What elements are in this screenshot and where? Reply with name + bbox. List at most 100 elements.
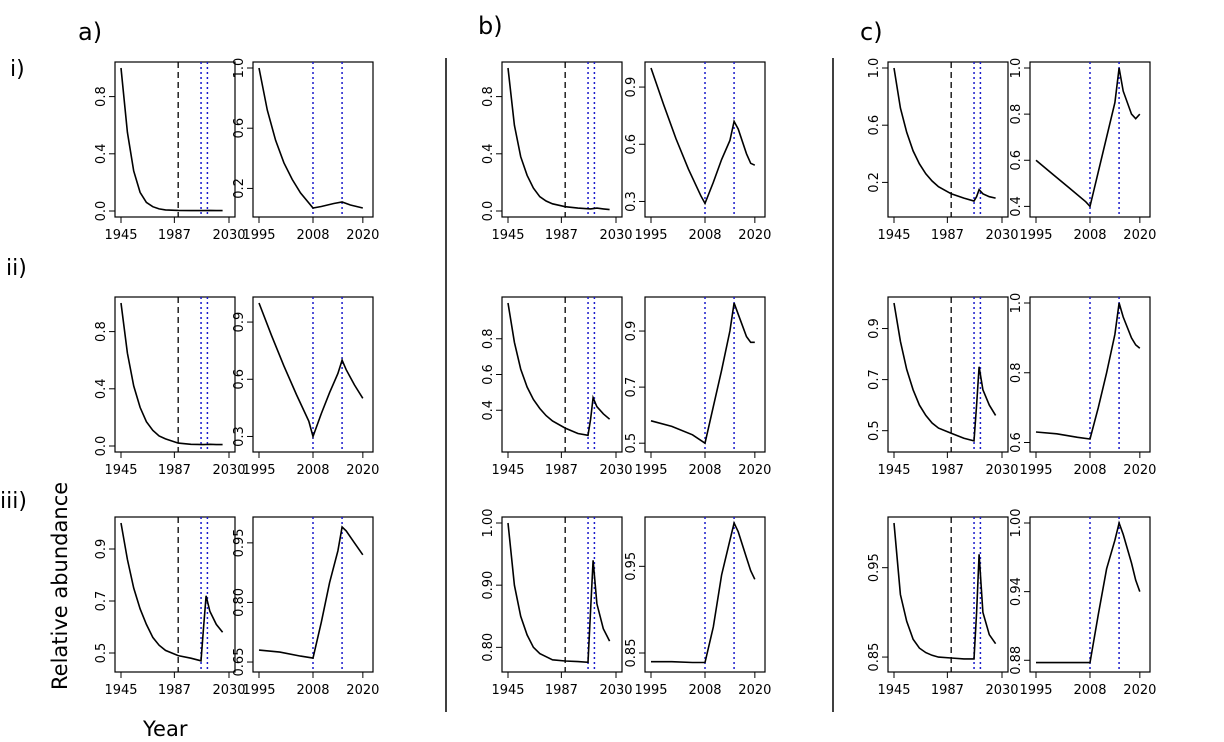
column-label-c: c) [860, 18, 883, 46]
x-tick-label: 1945 [491, 228, 524, 243]
x-tick-label: 1995 [634, 228, 667, 243]
series-line [1035, 67, 1141, 209]
y-tick-label: 0.6 [1009, 150, 1024, 171]
y-tick-label: 0.9 [94, 539, 109, 560]
y-axis-title: Relative abundance [48, 482, 72, 690]
x-tick-label: 1945 [104, 463, 137, 478]
x-tick-label: 2030 [985, 683, 1018, 698]
series-line [120, 302, 223, 446]
series-line [893, 302, 997, 442]
series-line [893, 67, 996, 202]
y-tick-label: 0.8 [1009, 362, 1024, 383]
x-tick-label: 1945 [877, 463, 910, 478]
panel-a-iii-long: 1945 1987 2030 0.5 0.7 0.9 [94, 516, 246, 698]
x-tick-label: 1945 [877, 228, 910, 243]
panel-frame [501, 61, 623, 218]
y-tick-label: 0.3 [232, 426, 247, 447]
column-label-a: a) [78, 18, 102, 46]
x-tick-label: 1987 [931, 683, 964, 698]
x-tick-label: 2030 [599, 228, 632, 243]
y-tick-label: 0.8 [481, 86, 496, 107]
series-line [507, 302, 611, 437]
panel-b-ii-long: 1945 1987 2030 0.4 0.6 0.8 [481, 296, 633, 478]
y-tick-label: 0.80 [481, 633, 496, 662]
x-tick-label: 2030 [599, 463, 632, 478]
y-tick-label: 0.9 [624, 321, 639, 342]
y-tick-label: 0.7 [94, 591, 109, 612]
row-label-iii: iii) [0, 489, 27, 514]
x-tick-label: 1945 [491, 683, 524, 698]
x-tick-label: 2008 [1073, 463, 1106, 478]
y-tick-label: 0.6 [481, 364, 496, 385]
x-axis-title: Year [142, 717, 188, 741]
y-tick-label: 0.95 [867, 553, 882, 582]
series-line [507, 67, 610, 211]
x-tick-label: 2008 [296, 463, 329, 478]
y-tick-label: 0.4 [1009, 196, 1024, 217]
x-tick-label: 1987 [545, 463, 578, 478]
y-tick-label: 0.4 [481, 143, 496, 164]
x-tick-label: 1945 [491, 463, 524, 478]
y-tick-label: 1.0 [232, 58, 247, 79]
panel-frame [114, 516, 236, 673]
y-tick-label: 0.0 [94, 201, 109, 222]
y-tick-label: 1.00 [481, 509, 496, 538]
series-line [650, 302, 755, 445]
series-line [651, 520, 756, 664]
y-tick-label: 1.0 [867, 58, 882, 79]
y-tick-label: 0.8 [1009, 104, 1024, 125]
x-tick-label: 1987 [158, 228, 191, 243]
panel-a-i-short: 1995 2008 2020 0.2 0.6 1.0 [232, 58, 379, 243]
x-tick-label: 2030 [212, 228, 245, 243]
panel-a-ii-short: 1995 2008 2020 0.3 0.6 0.9 [232, 296, 379, 478]
row-label-i: i) [10, 57, 25, 82]
x-tick-label: 1987 [931, 463, 964, 478]
y-tick-label: 0.85 [867, 643, 882, 672]
panel-frame [501, 296, 623, 453]
x-tick-label: 1995 [634, 683, 667, 698]
x-tick-label: 1987 [545, 228, 578, 243]
panel-c-i-long: 1945 1987 2030 0.2 0.6 1.0 [867, 58, 1019, 243]
x-tick-label: 2020 [1123, 463, 1156, 478]
panel-c-i-short: 1995 2008 2020 0.4 0.6 0.8 1.0 [1009, 58, 1156, 243]
x-tick-label: 1945 [104, 683, 137, 698]
panel-b-i-short: 1995 2008 2020 0.3 0.6 0.9 [624, 61, 771, 243]
y-tick-label: 0.9 [867, 318, 882, 339]
y-tick-label: 0.0 [481, 201, 496, 222]
x-tick-label: 2008 [1073, 683, 1106, 698]
x-tick-label: 1987 [158, 463, 191, 478]
x-tick-label: 1995 [242, 228, 275, 243]
x-tick-label: 1945 [104, 228, 137, 243]
y-tick-label: 0.8 [481, 328, 496, 349]
panel-frame [114, 61, 236, 218]
panel-c-ii-short: 1995 2008 2020 0.6 0.8 1.0 [1009, 293, 1156, 478]
x-tick-label: 1995 [1019, 463, 1052, 478]
series-line [1035, 302, 1141, 440]
x-tick-label: 1987 [545, 683, 578, 698]
x-tick-label: 1995 [634, 463, 667, 478]
series-line [120, 522, 224, 662]
y-tick-label: 0.95 [624, 552, 639, 581]
x-tick-label: 2020 [738, 228, 771, 243]
x-tick-label: 1995 [1019, 228, 1052, 243]
series-line [258, 525, 364, 660]
y-tick-label: 0.6 [232, 118, 247, 139]
x-tick-label: 2008 [688, 228, 721, 243]
panel-c-iii-long: 1945 1987 2030 0.85 0.95 [867, 516, 1019, 698]
y-tick-label: 0.2 [867, 172, 882, 193]
y-tick-label: 0.4 [481, 400, 496, 421]
series-line [120, 67, 223, 212]
series-line [1036, 520, 1141, 664]
y-tick-label: 0.8 [94, 321, 109, 342]
x-tick-label: 1945 [877, 683, 910, 698]
y-tick-label: 0.88 [1009, 646, 1024, 675]
y-tick-label: 0.4 [94, 143, 109, 164]
column-label-b: b) [478, 12, 503, 40]
y-tick-label: 0.94 [1009, 577, 1024, 606]
series-line [258, 67, 363, 209]
y-tick-label: 0.5 [94, 643, 109, 664]
y-tick-label: 0.9 [232, 312, 247, 333]
x-tick-label: 2030 [599, 683, 632, 698]
x-tick-label: 2020 [346, 463, 379, 478]
